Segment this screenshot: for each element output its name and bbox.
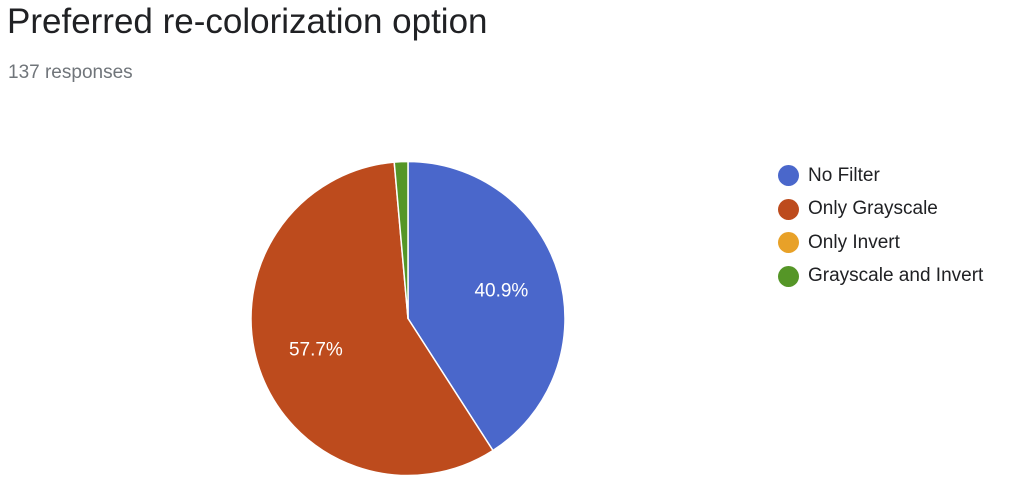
chart-title: Preferred re-colorization option bbox=[7, 2, 488, 41]
legend-label: No Filter bbox=[808, 164, 880, 186]
legend-item-grayscale-and-invert: Grayscale and Invert bbox=[778, 260, 983, 294]
slice-label-no-filter: 40.9% bbox=[474, 281, 528, 302]
legend-label: Only Grayscale bbox=[808, 198, 938, 220]
legend-swatch-only-grayscale bbox=[778, 198, 799, 220]
chart-legend: No Filter Only Grayscale Only Invert Graysc… bbox=[778, 159, 983, 293]
legend-swatch-no-filter bbox=[778, 165, 799, 187]
legend-swatch-grayscale-and-invert bbox=[778, 265, 799, 287]
legend-item-no-filter: No Filter bbox=[778, 159, 983, 193]
legend-label: Grayscale and Invert bbox=[808, 265, 984, 287]
legend-item-only-grayscale: Only Grayscale bbox=[778, 193, 983, 227]
legend-item-only-invert: Only Invert bbox=[778, 226, 983, 260]
pie-slice-only-grayscale bbox=[250, 161, 494, 477]
legend-swatch-only-invert bbox=[778, 232, 799, 254]
legend-label: Only Invert bbox=[808, 231, 900, 253]
pie-slice-grayscale-and-invert bbox=[393, 160, 409, 320]
response-count: 137 responses bbox=[8, 62, 133, 83]
slice-label-only-grayscale: 57.7% bbox=[289, 340, 343, 361]
